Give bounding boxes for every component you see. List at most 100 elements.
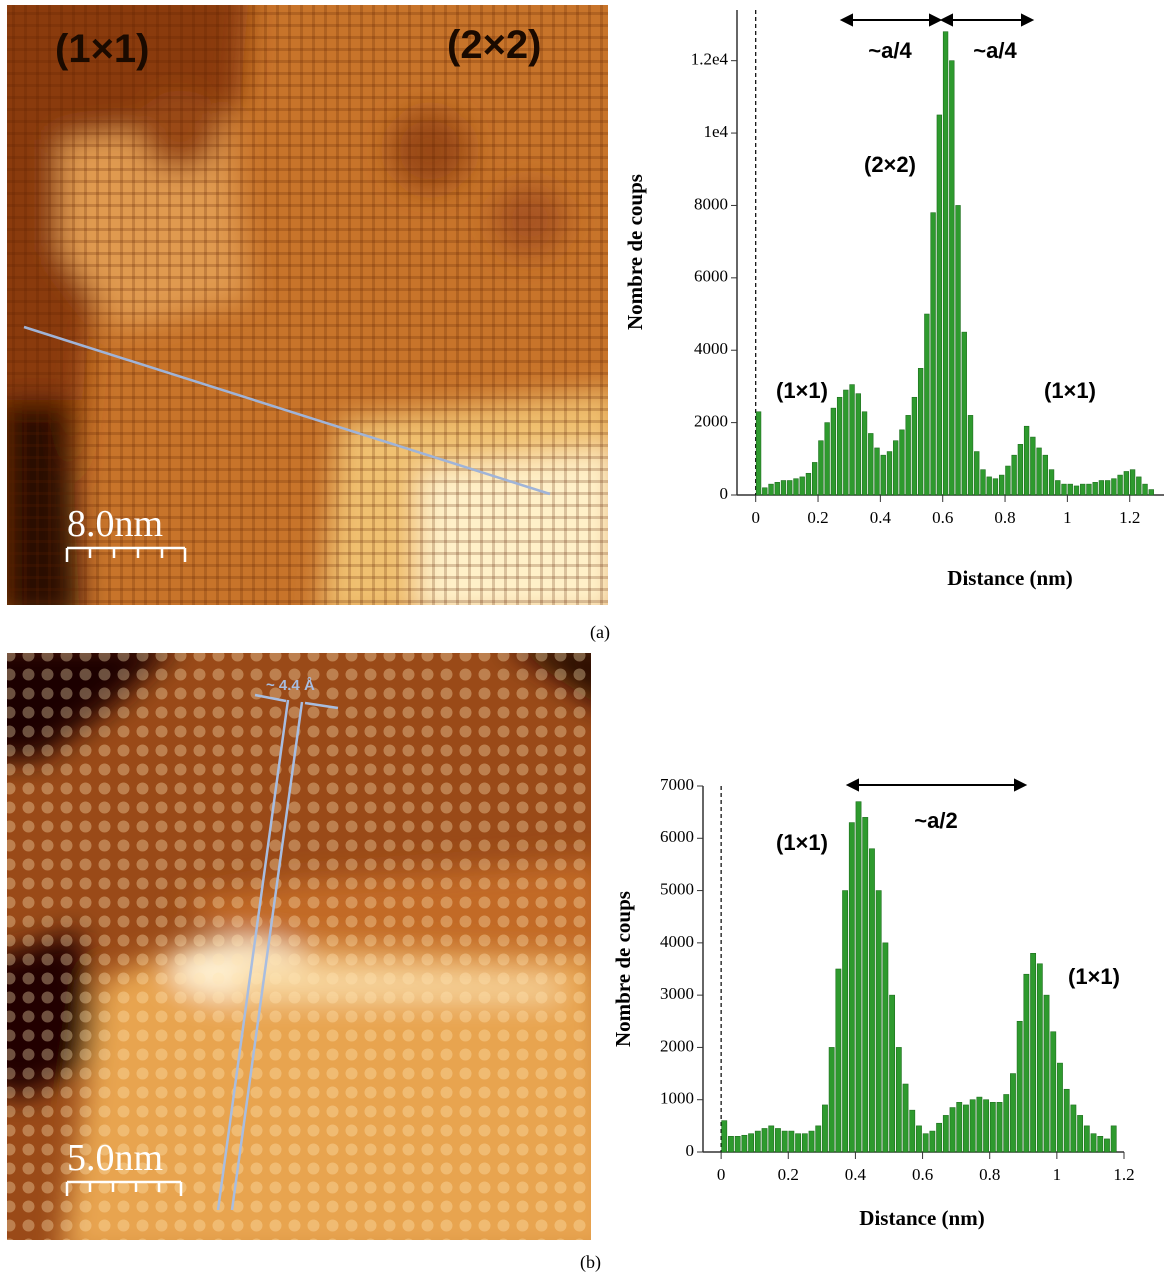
bar	[1123, 471, 1130, 496]
stm-image-b	[7, 653, 591, 1240]
y-tick-label: 4000	[660, 932, 694, 951]
bar	[956, 1102, 963, 1153]
bar	[775, 1128, 781, 1153]
y-tick-label: 2000	[660, 1036, 694, 1055]
y-tick-label: 0	[686, 1141, 695, 1160]
bar	[1003, 1094, 1010, 1153]
bar	[768, 1125, 775, 1153]
bar	[721, 1120, 728, 1153]
bar	[895, 1047, 902, 1153]
bar	[788, 1130, 795, 1153]
bar	[1063, 1088, 1070, 1153]
y-tick-label: 1000	[660, 1089, 694, 1108]
bar	[799, 476, 805, 496]
bar	[1142, 483, 1148, 496]
bar	[996, 1102, 1003, 1153]
bar	[828, 1047, 835, 1153]
bar	[808, 1130, 815, 1153]
bar	[1042, 454, 1048, 496]
bar	[1077, 1115, 1084, 1153]
bar	[1036, 963, 1043, 1153]
bar	[843, 389, 849, 496]
x-tick-label: 0.4	[845, 1165, 867, 1184]
bar	[862, 817, 869, 1153]
bar	[1011, 454, 1017, 496]
arrows	[839, 13, 1035, 792]
bar	[1048, 469, 1055, 496]
x-tick-label: 0.2	[778, 1165, 799, 1184]
bar	[855, 393, 861, 496]
bar	[1080, 483, 1086, 496]
annotation: (1×1)	[776, 830, 828, 855]
annotation: (2×2)	[864, 152, 916, 177]
bar	[869, 848, 875, 1153]
annotation: ~a/4	[973, 38, 1017, 63]
y-tick-label: 3000	[660, 984, 694, 1003]
annotation: (1×1)	[1044, 378, 1096, 403]
bar	[1017, 444, 1024, 496]
bar	[1073, 485, 1080, 496]
bar	[801, 1133, 808, 1153]
bar	[917, 368, 924, 496]
bar	[762, 487, 768, 496]
bar	[1097, 1136, 1104, 1153]
x-tick-label: 0.4	[870, 508, 892, 527]
phase-label: (2×2)	[447, 23, 542, 67]
bar	[768, 483, 774, 496]
annotation: ~a/2	[914, 808, 957, 833]
bar	[1111, 478, 1117, 496]
bar	[986, 476, 992, 496]
bar	[805, 472, 812, 496]
bar	[963, 1104, 969, 1153]
bar	[755, 411, 762, 496]
bar	[1010, 1073, 1016, 1153]
bar	[936, 114, 943, 496]
bar	[1050, 1031, 1057, 1153]
bar	[1005, 465, 1011, 496]
bar	[976, 1096, 983, 1153]
bar	[868, 433, 874, 496]
bar	[983, 1099, 990, 1153]
bar	[949, 1107, 956, 1153]
bar	[728, 1136, 734, 1153]
bar	[1030, 953, 1037, 1153]
bar	[774, 482, 780, 496]
x-tick-label: 0.6	[932, 508, 953, 527]
scale-bar-label: 8.0nm	[67, 503, 163, 545]
bar	[815, 1125, 822, 1153]
bar	[1086, 483, 1092, 496]
bar	[922, 1133, 929, 1153]
bar	[849, 384, 855, 496]
bar	[818, 440, 824, 496]
x-tick-label: 1.2	[1119, 508, 1140, 527]
bar	[969, 1099, 976, 1153]
annotation: ~a/4	[868, 38, 912, 63]
bar	[902, 1083, 909, 1153]
bar	[780, 480, 787, 496]
bar	[754, 1130, 761, 1153]
bar	[880, 454, 886, 496]
y-tick-label: 1e4	[703, 122, 728, 141]
bar	[930, 212, 936, 496]
bar	[911, 396, 918, 496]
x-tick-label: 0.6	[912, 1165, 933, 1184]
bar	[1043, 994, 1050, 1153]
x-tick-label: 1	[1063, 508, 1072, 527]
bar	[893, 440, 899, 496]
bar	[989, 1102, 996, 1153]
bar	[787, 480, 793, 496]
annotation: (1×1)	[1068, 964, 1120, 989]
y-axis-label: Nombre de coups	[611, 891, 635, 1047]
bar	[929, 1130, 936, 1153]
y-axis-label: Nombre de coups	[623, 174, 647, 330]
bar	[886, 451, 893, 496]
scale-bar-label: 5.0nm	[67, 1137, 163, 1179]
bar	[1129, 469, 1136, 496]
caption: (b)	[580, 1252, 601, 1273]
x-tick-label: 0.2	[807, 508, 828, 527]
bar	[942, 1115, 949, 1153]
bar	[916, 1125, 922, 1153]
bar	[882, 942, 889, 1153]
x-tick-label: 0	[717, 1165, 726, 1184]
